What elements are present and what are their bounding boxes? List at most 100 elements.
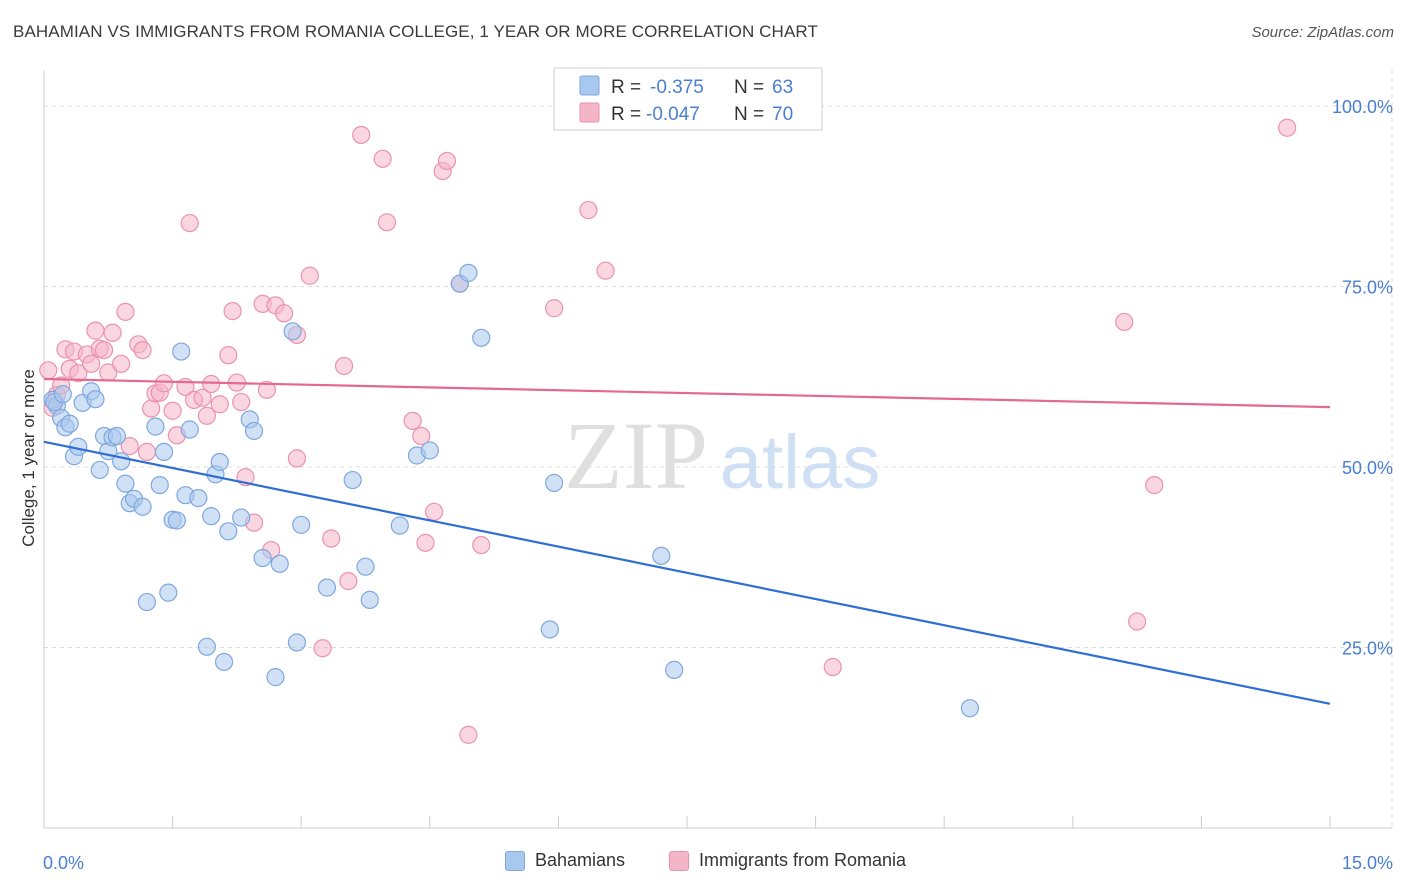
romania-point xyxy=(377,213,397,232)
stats-n-value: 63 xyxy=(772,77,793,98)
romania-point xyxy=(197,406,216,425)
bahamians-point xyxy=(960,699,980,718)
bottom-legend: Bahamians Immigrants from Romania xyxy=(0,850,1406,880)
romania-point xyxy=(322,529,341,548)
watermark: ZIP atlas xyxy=(564,402,880,509)
legend-item-bahamians[interactable]: Bahamians xyxy=(505,850,625,871)
romania-point xyxy=(86,321,105,340)
x-tick-label: 15.0% xyxy=(1342,853,1393,873)
romania-point xyxy=(472,535,491,555)
stats-legend: R = -0.375 N = 63 R = -0.047 N = 70 xyxy=(553,67,823,131)
romania-point xyxy=(257,380,277,399)
romania-point xyxy=(545,299,564,318)
bahamians-point xyxy=(197,637,216,656)
romania-point xyxy=(424,502,444,521)
stats-n-value: 70 xyxy=(772,104,793,125)
romania-point xyxy=(116,302,135,321)
bahamians-point xyxy=(86,390,105,409)
bahamians-point xyxy=(107,426,126,446)
bahamians-point xyxy=(137,592,156,612)
trend-layer xyxy=(43,377,1331,705)
bahamians-point xyxy=(219,522,238,541)
legend-label: Bahamians xyxy=(535,850,626,870)
bahamians-point xyxy=(232,508,251,527)
y-tick-label: 100.0% xyxy=(1332,97,1393,117)
romania-point xyxy=(82,354,101,373)
romania-point xyxy=(437,151,457,171)
bahamians-point xyxy=(317,578,337,597)
stats-swatch-bahamians xyxy=(579,75,600,96)
romania-point xyxy=(1145,475,1164,495)
bahamians-point xyxy=(270,554,289,573)
romania-trend-line xyxy=(43,377,1331,409)
grid-layer xyxy=(44,70,1393,828)
bahamians-point xyxy=(253,548,272,568)
romania-point xyxy=(313,639,332,658)
bahamians-point xyxy=(545,473,564,493)
bahamians-point xyxy=(90,460,109,480)
bahamians-point xyxy=(292,515,311,534)
bahamians-point xyxy=(146,417,165,436)
legend-swatch-romania xyxy=(669,850,689,871)
romania-point xyxy=(120,437,139,456)
romania-point xyxy=(193,388,212,407)
romania-point xyxy=(416,533,435,552)
romania-point xyxy=(823,657,842,677)
legend-item-romania[interactable]: Immigrants from Romania xyxy=(669,850,906,871)
romania-point xyxy=(300,266,319,285)
romania-point xyxy=(579,200,598,220)
romania-point xyxy=(1115,312,1134,332)
bahamians-point xyxy=(159,583,178,602)
bahamians-point xyxy=(343,470,362,490)
bahamians-point xyxy=(356,557,375,576)
stats-r-label: R = xyxy=(611,77,641,98)
stats-r-value: -0.375 xyxy=(650,77,704,98)
bahamians-point xyxy=(459,263,478,282)
chart-title: BAHAMIAN VS IMMIGRANTS FROM ROMANIA COLL… xyxy=(13,22,818,41)
bahamians-trend-line xyxy=(43,440,1331,705)
bahamians-point xyxy=(210,452,229,472)
romania-point xyxy=(274,304,294,323)
bahamians-point xyxy=(189,488,208,508)
romania-point xyxy=(232,392,251,412)
legend-label: Immigrants from Romania xyxy=(699,850,907,870)
bahamians-point xyxy=(390,516,409,535)
y-tick-label: 50.0% xyxy=(1342,458,1393,478)
y-tick-label: 25.0% xyxy=(1342,639,1393,659)
axis-layer xyxy=(43,70,1392,829)
watermark-atlas: atlas xyxy=(720,420,881,505)
bahamians-point xyxy=(172,342,191,361)
romania-point xyxy=(180,213,199,233)
romania-point xyxy=(112,354,131,373)
bahamians-point xyxy=(287,633,307,652)
romania-point xyxy=(412,426,431,446)
romania-point xyxy=(163,401,182,420)
bahamians-point xyxy=(214,652,234,672)
romania-point xyxy=(69,364,88,383)
bahamians-point xyxy=(472,328,491,347)
romania-point xyxy=(154,374,174,393)
bahamians-point xyxy=(150,475,169,495)
romania-point xyxy=(373,149,392,168)
romania-point xyxy=(202,374,221,394)
y-axis-title: College, 1 year or more xyxy=(19,369,38,547)
bahamians-point xyxy=(665,660,684,680)
romania-point xyxy=(1278,118,1297,137)
bahamians-point xyxy=(116,474,135,493)
romania-point xyxy=(94,340,114,360)
romania-point xyxy=(219,346,238,365)
romania-point xyxy=(39,361,58,380)
romania-point xyxy=(142,399,161,418)
watermark-zip: ZIP xyxy=(564,402,708,509)
tick-labels: 25.0% 50.0% 75.0% 100.0% 0.0% 15.0% xyxy=(43,97,1393,873)
bahamians-point xyxy=(540,620,559,639)
bahamians-point xyxy=(266,668,285,687)
bahamians-point xyxy=(283,322,302,341)
bahamians-point xyxy=(167,511,186,530)
stats-r-label: R = xyxy=(611,104,641,125)
romania-point xyxy=(352,125,371,145)
romania-point xyxy=(210,395,229,414)
y-tick-label: 75.0% xyxy=(1342,278,1393,298)
